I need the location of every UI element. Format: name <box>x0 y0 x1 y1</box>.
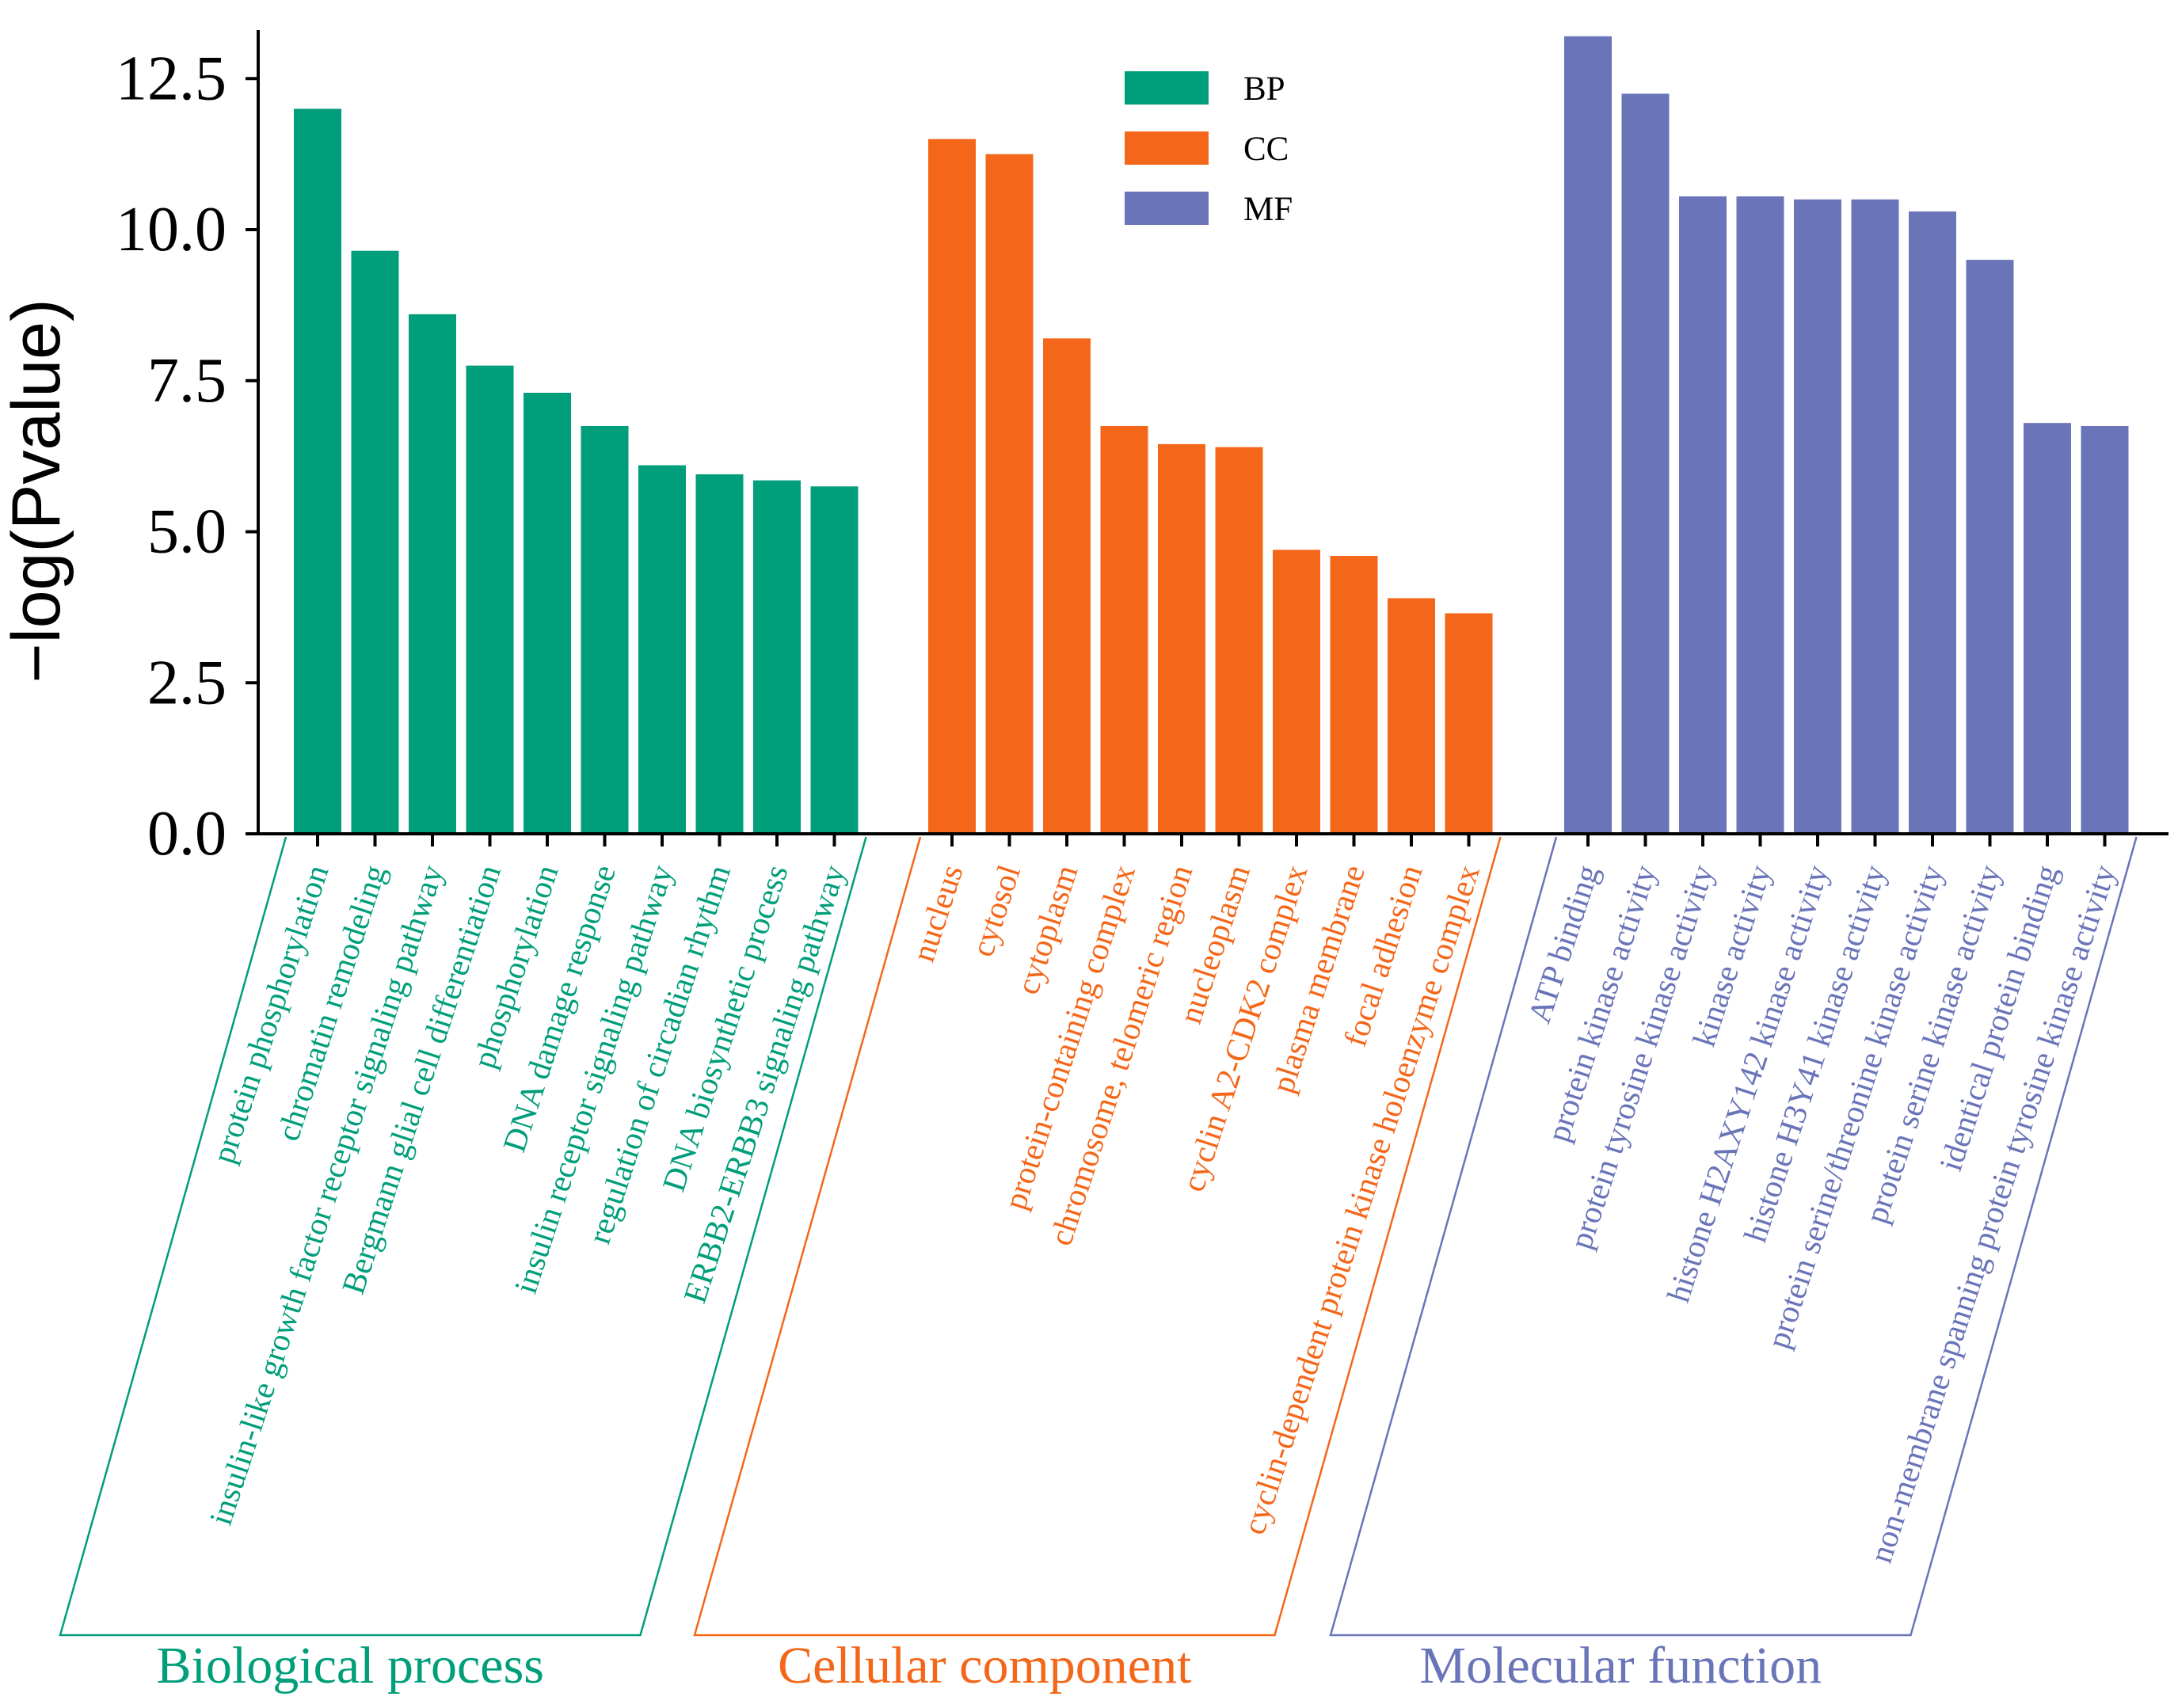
bar-mf <box>1794 199 1841 835</box>
bar-mf <box>1621 93 1670 834</box>
bar-cc <box>985 154 1034 834</box>
group-brackets-layer: Biological process Cellular component Mole… <box>59 836 2138 1695</box>
bar-mf <box>1851 199 1899 835</box>
bar-cc <box>1158 443 1205 834</box>
bar-cc <box>1388 598 1435 834</box>
bar-mf <box>2081 425 2129 834</box>
category-label-cc: cytosol <box>964 861 1027 961</box>
bar-bp <box>695 474 744 834</box>
bar-bp <box>294 108 341 834</box>
bar-bp <box>753 480 801 834</box>
legend-swatch-cc <box>1125 131 1209 165</box>
bar-bp <box>409 314 456 834</box>
bar-bp <box>810 486 859 834</box>
bar-cc <box>1445 613 1493 834</box>
group-bracket-mf <box>1329 836 2138 1637</box>
group-label-cc: Cellular component <box>778 1637 1191 1695</box>
bar-bp <box>581 425 629 834</box>
y-axis-label: −log(Pvalue) <box>0 299 74 683</box>
bar-cc <box>1043 338 1091 835</box>
y-axis: 0.0 2.5 5.0 7.5 10.0 12.5 <box>116 30 260 869</box>
group-bracket-cc <box>693 836 1502 1637</box>
group-label-bp: Biological process <box>157 1637 544 1695</box>
y-tick-label: 5.0 <box>147 497 227 567</box>
bar-bp <box>351 250 399 835</box>
bar-cc <box>1273 550 1320 834</box>
category-label-cc: nucleus <box>904 861 969 966</box>
legend: BP CC MF <box>1125 70 1293 228</box>
bar-cc <box>928 139 976 835</box>
bar-mf <box>1909 211 1956 834</box>
y-tick-label: 12.5 <box>116 44 227 113</box>
x-axis <box>258 832 2168 846</box>
bar-cc <box>1215 447 1263 834</box>
group-bracket-bp <box>59 836 867 1637</box>
legend-label-bp: BP <box>1243 70 1285 108</box>
legend-swatch-bp <box>1125 71 1209 105</box>
bar-bp <box>466 365 514 834</box>
bar-mf <box>1679 196 1727 834</box>
bar-cc <box>1100 425 1148 834</box>
y-tick-label: 0.0 <box>147 799 227 869</box>
bar-mf <box>1564 36 1612 834</box>
bars-layer <box>294 36 2129 835</box>
y-tick-label: 2.5 <box>147 648 227 717</box>
bar-mf <box>1966 260 2014 834</box>
bar-mf <box>1736 196 1784 834</box>
legend-label-cc: CC <box>1243 131 1289 168</box>
legend-swatch-mf <box>1125 192 1209 225</box>
bar-cc <box>1330 556 1378 834</box>
bar-bp <box>638 465 686 834</box>
group-label-mf: Molecular function <box>1419 1637 1822 1695</box>
y-tick-label: 10.0 <box>116 195 227 264</box>
y-tick-label: 7.5 <box>147 346 227 416</box>
bar-mf <box>2024 423 2071 834</box>
bar-bp <box>524 393 571 834</box>
legend-label-mf: MF <box>1243 191 1293 228</box>
